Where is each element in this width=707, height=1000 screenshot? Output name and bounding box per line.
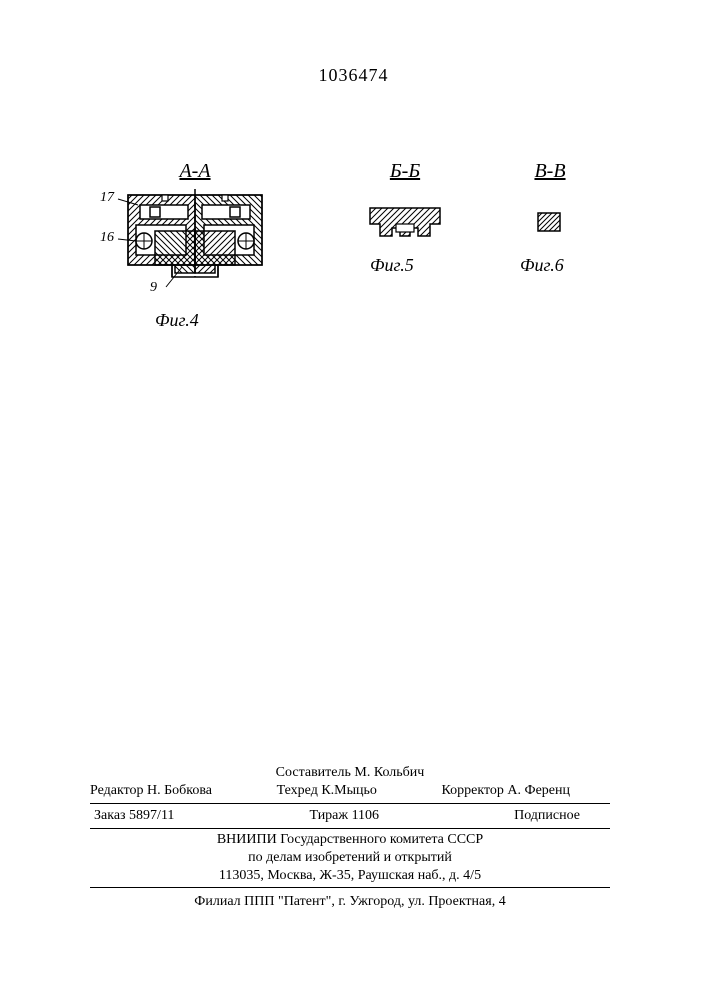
colophon-row-print: Заказ 5897/11 Тираж 1106 Подписное	[90, 806, 610, 826]
colophon: Составитель М. Кольбич Редактор Н. Бобко…	[90, 765, 610, 910]
fig5-section-label: Б-Б	[375, 160, 435, 183]
document-number: 1036474	[0, 65, 707, 86]
page: 1036474 А-А 17 16 9	[0, 0, 707, 1000]
colophon-compiler: Составитель М. Кольбич	[90, 765, 610, 783]
fig4-caption: Фиг.4	[155, 310, 199, 331]
colophon-corrector: Корректор А. Ференц	[442, 783, 571, 799]
colophon-institution-1: ВНИИПИ Государственного комитета СССР	[90, 831, 610, 849]
colophon-tirazh: Тираж 1106	[309, 808, 379, 824]
colophon-rule-2	[90, 828, 610, 829]
colophon-order: Заказ 5897/11	[94, 808, 174, 824]
colophon-rule-1	[90, 803, 610, 804]
colophon-techred: Техред К.Мыцьо	[277, 783, 377, 799]
colophon-subscription: Подписное	[514, 808, 580, 824]
fig6-section-label: В-В	[525, 160, 575, 183]
colophon-row-credits: Редактор Н. Бобкова Техред К.Мыцьо Корре…	[90, 783, 610, 801]
colophon-address: 113035, Москва, Ж-35, Раушская наб., д. …	[90, 867, 610, 885]
fig4-section-label: А-А	[165, 160, 225, 183]
colophon-institution-2: по делам изобретений и открытий	[90, 849, 610, 867]
fig4-drawing	[100, 185, 280, 295]
fig6-caption: Фиг.6	[520, 255, 564, 276]
colophon-branch: Филиал ППП "Патент", г. Ужгород, ул. Про…	[90, 890, 610, 910]
fig6-drawing	[535, 210, 563, 234]
figures-row: А-А 17 16 9	[100, 160, 620, 340]
colophon-editor: Редактор Н. Бобкова	[90, 783, 212, 799]
colophon-rule-3	[90, 887, 610, 888]
fig5-drawing	[360, 200, 450, 245]
fig5-caption: Фиг.5	[370, 255, 414, 276]
